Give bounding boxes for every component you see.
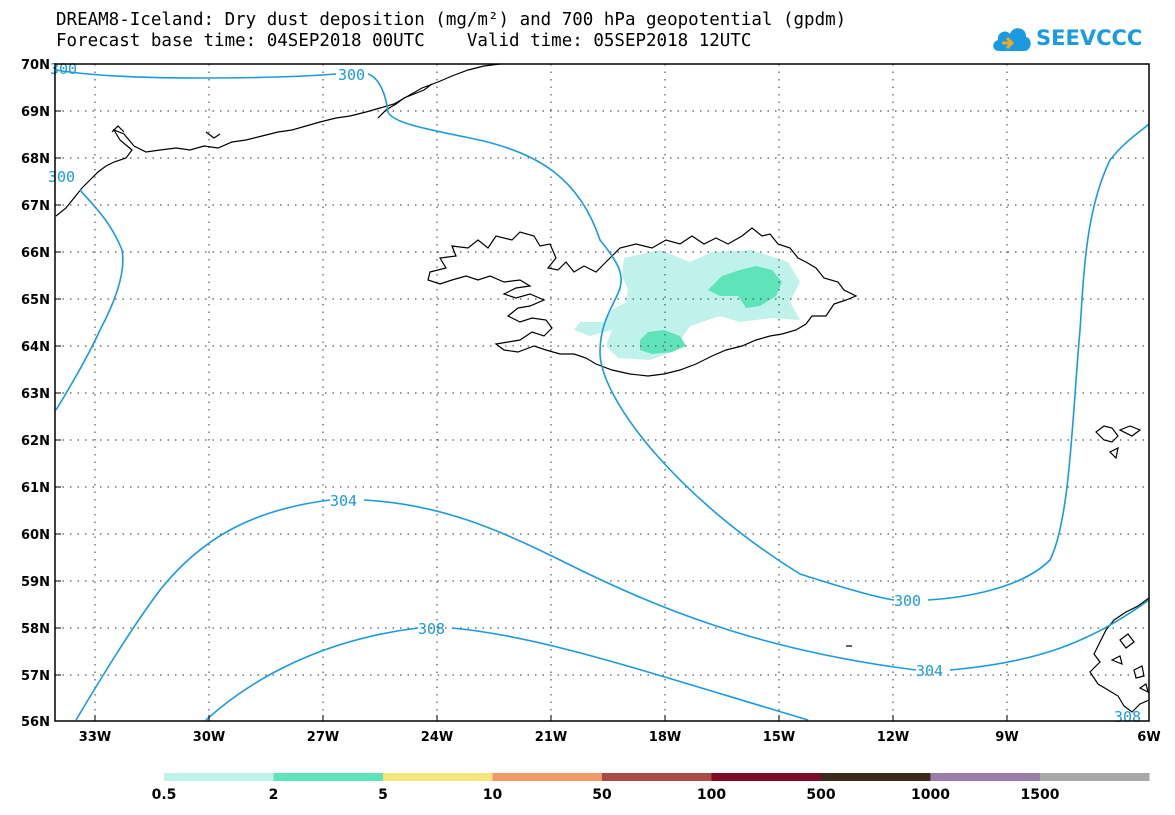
scotland-islands [1110,633,1149,694]
lon-label: 21W [535,730,567,745]
legend-label: 10 [483,787,503,803]
legend-swatch [383,773,493,781]
lat-label: 60N [21,528,50,543]
lon-label: 15W [763,730,795,745]
lon-label: 12W [877,730,909,745]
contour-label: 304 [916,662,943,680]
lon-label: 24W [421,730,453,745]
geopotential-contours [55,69,1150,721]
contour-label: 308 [1114,708,1141,726]
contour-label: 300 [48,168,75,186]
lon-label: 9W [995,730,1018,745]
iceland-coastline [427,227,858,377]
faroe-islands [1095,425,1142,460]
greenland-coast-detail [111,83,433,139]
legend-swatch [273,773,383,781]
legend-label: 50 [592,787,612,803]
graticule [55,64,1149,721]
legend-swatch [821,773,931,781]
contour-308 [205,627,809,721]
legend-label: 2 [269,787,279,803]
legend-swatch [602,773,712,781]
lat-label: 66N [21,246,50,261]
dust-medium-area-north [708,266,782,308]
dust-deposition-layer [574,250,800,360]
lat-label: 57N [21,669,50,684]
lat-label: 61N [21,481,50,496]
legend-label: 1000 [911,787,950,803]
legend-label: 100 [697,787,726,803]
lat-label: 70N [21,58,50,73]
legend-label: 0.5 [152,787,177,803]
longitude-labels: 33W 30W 27W 24W 21W 18W 15W 12W 9W 6W [79,730,1161,745]
contour-label: 300 [894,592,921,610]
lat-label: 62N [21,434,50,449]
lat-label: 64N [21,340,50,355]
color-legend: 0.5 2 5 10 50 100 500 1000 1500 [152,773,1150,803]
map-frame [54,63,1150,722]
dust-light-area [574,250,800,360]
lat-label: 69N [21,105,50,120]
lat-label: 67N [21,199,50,214]
lat-label: 63N [21,387,50,402]
legend-swatch [492,773,602,781]
greenland-coastline [55,63,501,217]
legend-label: 500 [806,787,835,803]
legend-label: 5 [378,787,388,803]
contour-label: 308 [418,620,445,638]
map-title: DREAM8-Iceland: Dry dust deposition (mg/… [56,10,847,30]
contour-300-left [55,189,124,411]
cloud-icon [993,28,1031,51]
legend-label: 1500 [1021,787,1060,803]
lat-label: 56N [21,715,50,730]
logo-text: SEEVCCC [1036,26,1143,50]
contour-label: 300 [50,60,77,78]
latitude-labels: 70N 69N 68N 67N 66N 65N 64N 63N 62N 61N … [21,58,50,730]
lon-label: 6W [1137,730,1160,745]
lon-label: 33W [79,730,111,745]
coastlines [55,63,1150,713]
dust-medium-area-south [640,330,686,354]
lon-label: 27W [307,730,339,745]
lat-label: 68N [21,152,50,167]
forecast-times: Forecast base time: 04SEP2018 00UTC Vali… [56,31,752,51]
legend-swatch [930,773,1040,781]
scotland-coast [1089,597,1150,713]
tick-marks [55,110,1008,721]
legend-swatch [711,773,821,781]
seevccc-logo: SEEVCCC [990,18,1142,58]
contour-304 [75,499,1150,721]
lon-label: 18W [649,730,681,745]
contour-300-top [55,69,1150,601]
contour-labels: 300 300 300 304 304 308 300 308 [48,60,1141,726]
contour-label: 300 [338,66,365,84]
legend-swatch [1040,773,1150,781]
lat-label: 58N [21,622,50,637]
legend-swatch [164,773,274,781]
lat-label: 65N [21,293,50,308]
contour-label: 304 [330,492,357,510]
lon-label: 30W [193,730,225,745]
lat-label: 59N [21,575,50,590]
